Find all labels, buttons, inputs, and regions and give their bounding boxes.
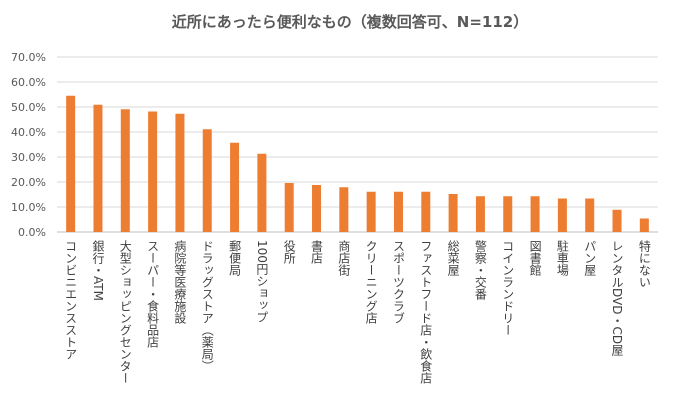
x-tick-label: 特にない (637, 239, 651, 288)
bar (339, 187, 349, 232)
x-tick-label: ファストフード店・飲食店 (419, 240, 433, 384)
x-tick-label: 駐車場 (555, 239, 569, 277)
bar (366, 191, 376, 232)
x-tick-label: スーパー・食料品店 (146, 240, 160, 348)
x-tick-label: 図書館 (528, 240, 542, 276)
bar (230, 142, 240, 232)
y-tick-label: 30.0% (11, 151, 46, 164)
y-tick-label: 10.0% (11, 201, 46, 214)
y-tick-label: 40.0% (11, 126, 46, 139)
bar (448, 194, 458, 232)
bar (503, 196, 513, 232)
x-axis-labels: コンビニエンスストア 銀行・ATM 大型ショッピングセンター スーパー・食料品店 病院等… (64, 239, 652, 384)
bar (421, 191, 431, 232)
x-tick-label: 総菜屋 (446, 240, 460, 277)
bar (612, 209, 622, 232)
x-tick-label: 銀行・ATM (91, 240, 105, 301)
y-tick-label: 20.0% (11, 176, 46, 189)
bar (475, 196, 485, 232)
bar (66, 95, 76, 232)
x-tick-label: レンタルDVD・CD屋 (610, 240, 624, 357)
x-tick-label: 書店 (310, 240, 324, 264)
chart-title: 近所にあったら便利なもの（複数回答可、N=112） (172, 13, 528, 31)
x-tick-label: コンビニエンスストア (64, 240, 78, 360)
x-tick-label: 大型ショッピングセンター (118, 240, 132, 384)
bar (175, 113, 185, 232)
bar (585, 198, 595, 232)
x-tick-label: ドラッグストア（薬局） (200, 240, 214, 372)
bar (120, 109, 130, 232)
x-tick-label: 警察・交番 (473, 239, 487, 301)
x-tick-label: 役所 (282, 239, 296, 264)
x-tick-label: 病院等医療施設 (173, 239, 187, 324)
y-tick-label: 0.0% (18, 226, 46, 239)
gridlines (57, 56, 658, 233)
x-tick-label: クリーニング店 (364, 240, 378, 324)
y-tick-label: 60.0% (11, 76, 46, 89)
y-axis-ticks: 0.0% 10.0% 20.0% 30.0% 40.0% 50.0% 60.0% 70.0% (11, 51, 46, 239)
x-tick-label: 100円ショップ (255, 240, 269, 323)
bar (312, 185, 322, 232)
bar (639, 218, 649, 232)
y-tick-label: 70.0% (11, 51, 46, 64)
x-tick-label: パン屋 (583, 240, 597, 277)
bar (257, 153, 267, 232)
bar (284, 183, 294, 232)
x-tick-label: 郵便局 (228, 240, 242, 277)
y-tick-label: 50.0% (11, 101, 46, 114)
bar (530, 196, 540, 232)
bars (66, 95, 649, 232)
bar (93, 104, 103, 232)
bar (393, 191, 403, 232)
bar (202, 129, 212, 232)
x-tick-label: スポーツクラブ (391, 240, 405, 324)
x-tick-label: 商店街 (337, 239, 351, 276)
x-tick-label: コインランドリー (501, 240, 515, 336)
bar (148, 111, 158, 232)
bar (557, 198, 567, 232)
